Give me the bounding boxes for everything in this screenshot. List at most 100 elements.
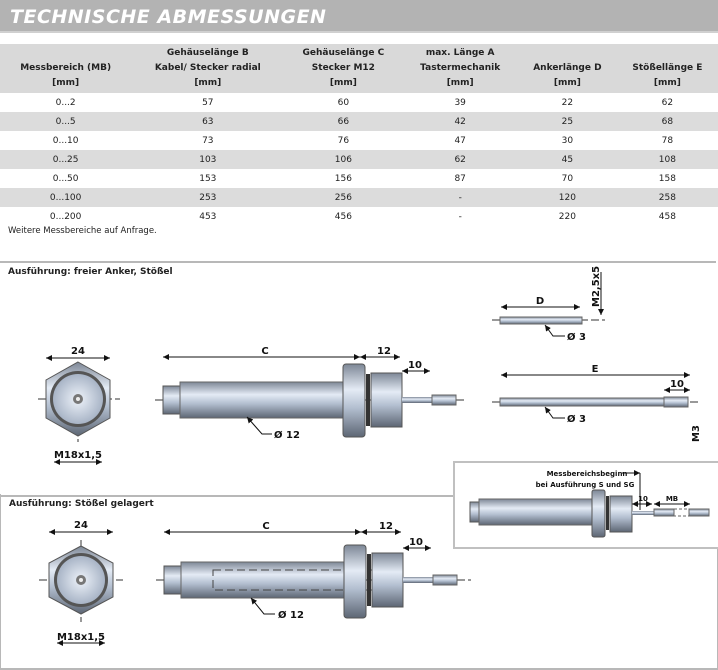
table-cell: 220: [558, 211, 576, 222]
column-header-line: Stecker M12: [311, 63, 375, 73]
anchor-icon: [492, 272, 605, 337]
table-cell: 158: [658, 173, 676, 184]
column-header-line: Gehäuselänge B: [166, 48, 249, 58]
column-header-line: Gehäuselänge C: [302, 48, 385, 58]
inset-line2: bei Ausführung S und SG: [536, 481, 635, 489]
dia-12: Ø 12: [278, 609, 304, 621]
table-cell: 453: [199, 211, 217, 222]
table-cell: 47: [454, 135, 466, 146]
column-header-line: Ankerlänge D: [533, 63, 602, 73]
dim-24: 24: [74, 520, 88, 531]
column-header-line: [617, 46, 718, 61]
panel-title: Ausführung: Stößel gelagert: [9, 499, 154, 509]
dim-d: D: [536, 296, 544, 307]
table-cell: 256: [284, 188, 403, 207]
table-cell: -: [458, 211, 462, 222]
tip-thread: M3: [691, 425, 702, 442]
front-view-icon: [38, 355, 120, 465]
table-cell: 106: [284, 150, 403, 169]
table-cell: 0...10: [52, 135, 79, 146]
side-view-icon: [155, 354, 465, 438]
table-cell: 120: [518, 188, 617, 207]
front-view-icon: [39, 529, 123, 646]
table-cell: 70: [561, 173, 574, 184]
table-row: 0...5 63 66 42 25 68: [0, 112, 718, 131]
column-header-line: [mm]: [194, 78, 222, 88]
table-cell: 153: [199, 173, 217, 184]
table-cell: 42: [402, 112, 518, 131]
footnote: Weitere Messbereiche auf Anfrage.: [8, 226, 157, 236]
table-cell: 68: [616, 112, 718, 131]
table-row: 0...25 103 106 62 45 108: [0, 150, 718, 169]
table-cell: 108: [616, 150, 718, 169]
thread-label: M18x1,5: [57, 632, 105, 643]
column-header-line: [mm]: [653, 78, 681, 88]
column-header-line: Kabel/ Stecker radial: [154, 63, 261, 73]
drawing-free-anchor: 24 M18x1,5 C 12 10 Ø 12: [38, 266, 702, 465]
table-cell: 62: [402, 150, 518, 169]
column-header-line: Tastermechanik: [420, 63, 501, 73]
side-view-icon: [156, 529, 471, 619]
table-row: 0...200 453 456 - 220 458: [0, 207, 718, 226]
table-cell: 458: [658, 211, 676, 222]
table-cell: 63: [131, 112, 285, 131]
table-cell: 0...100: [0, 188, 132, 207]
table-cell: -: [402, 188, 518, 207]
column-header-line: max. Länge A: [425, 48, 495, 58]
dia-3-d: Ø 3: [567, 331, 586, 343]
table-row: 0...50 153 156 87 70 158: [0, 169, 718, 188]
column-header-line: [518, 46, 617, 61]
measuring-range-inset: Messbereichsbeginn bei Ausführung S und …: [453, 461, 718, 549]
column-header-line: Messbereich (MB): [20, 63, 112, 73]
table-cell: 0...25: [0, 150, 132, 169]
drawing-guided-plunger: 24 M18x1,5 C 12 10 Ø 12: [39, 520, 471, 646]
dia-12: Ø 12: [274, 429, 300, 441]
column-header-line: [0, 46, 131, 61]
panel-title: Ausführung: freier Anker, Stößel: [8, 267, 173, 277]
column-header: Stößellänge E [mm]: [616, 44, 718, 93]
drawing-measuring-range: Messbereichsbeginn bei Ausführung S und …: [469, 470, 710, 538]
thread-label: M18x1,5: [54, 450, 102, 461]
table-cell: 0...50: [52, 173, 79, 184]
column-header: Messbereich (MB) [mm]: [0, 44, 132, 93]
column-header: Gehäuselänge C Stecker M12 [mm]: [284, 44, 403, 93]
table-row: 0...100 253 256-120 258: [0, 188, 718, 207]
column-header-line: Stößellänge E: [632, 63, 703, 73]
table-cell: 0...200: [49, 211, 82, 222]
dim-12: 12: [377, 346, 391, 357]
dim-10: 10: [408, 360, 422, 371]
dimensions-table: Messbereich (MB) [mm] Gehäuselänge B Kabel/…: [0, 44, 718, 226]
table-cell: 45: [518, 150, 617, 169]
dim-12: 12: [379, 521, 393, 532]
inset-dim-mb: MB: [666, 495, 678, 503]
dim-24: 24: [71, 346, 85, 357]
dim-e: E: [592, 364, 599, 375]
column-header-line: [mm]: [553, 78, 581, 88]
table-cell: 25: [518, 112, 617, 131]
table-cell: 62: [661, 97, 674, 108]
table-cell: 78: [661, 135, 674, 146]
column-header: Gehäuselänge B Kabel/ Stecker radial [mm]: [131, 44, 285, 93]
table-row: 0...10 73 76 47 30 78: [0, 131, 718, 150]
table-cell: 73: [202, 135, 214, 146]
table-cell: 253: [131, 188, 285, 207]
dia-3-e: Ø 3: [567, 413, 586, 425]
column-header-line: [mm]: [446, 78, 474, 88]
column-header: Ankerlänge D [mm]: [518, 44, 617, 93]
panel-free-anchor: Ausführung: freier Anker, Stößel 24 M18x…: [0, 261, 716, 497]
dim-10-e: 10: [670, 379, 684, 390]
table-cell: 22: [561, 97, 574, 108]
plunger-icon: [492, 372, 700, 419]
table-cell: 30: [561, 135, 574, 146]
table-cell: 103: [131, 150, 285, 169]
table-cell: 60: [337, 97, 350, 108]
table-cell: 0...5: [0, 112, 132, 131]
column-header: max. Länge A Tastermechanik [mm]: [402, 44, 518, 93]
title-band: TECHNISCHE ABMESSUNGEN: [0, 0, 718, 33]
page-title: TECHNISCHE ABMESSUNGEN: [10, 6, 327, 28]
column-header-line: [mm]: [329, 78, 357, 88]
table-row: 0...2 57 60 39 22 62: [0, 93, 718, 112]
anchor-thread: M2,5x5: [591, 266, 602, 307]
dim-c: C: [262, 521, 269, 532]
inset-dim-10: 10: [638, 495, 648, 503]
